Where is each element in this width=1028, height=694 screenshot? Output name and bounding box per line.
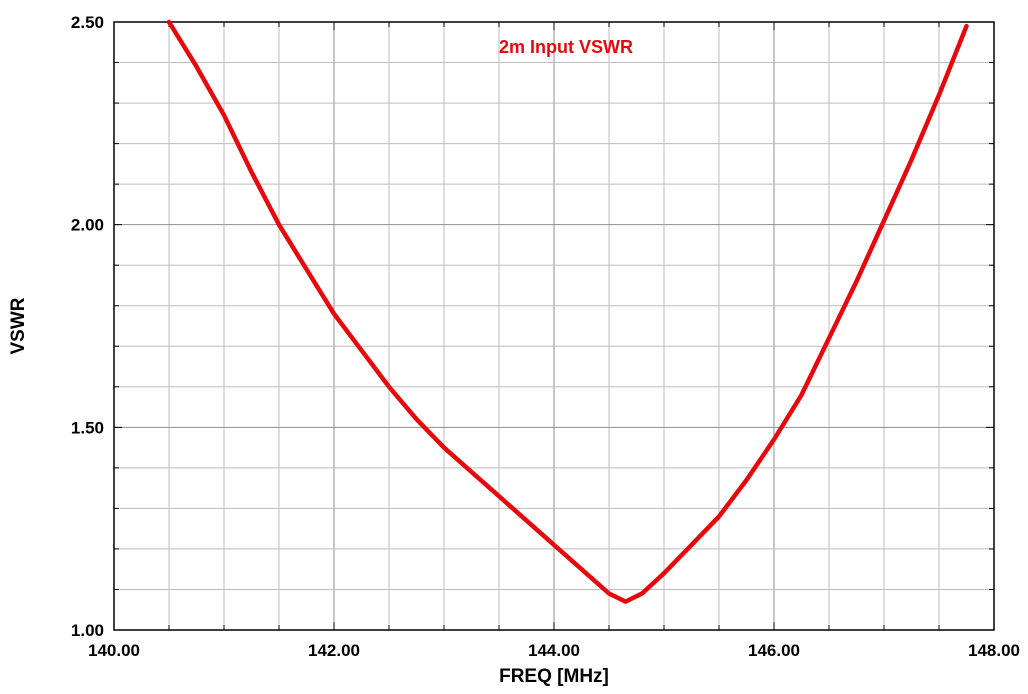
grid [113,21,995,631]
y-tick-labels: 1.00 1.50 2.00 2.50 [71,13,104,640]
y-tick-label: 1.50 [71,418,104,437]
y-axis-label: VSWR [8,297,29,354]
y-tick-label: 2.50 [71,13,104,32]
plot-frame [113,21,995,631]
series-layer [166,19,969,604]
chart-title: 2m Input VSWR [499,37,633,57]
x-axis-label: FREQ [MHz] [499,666,609,687]
x-tick-label: 142.00 [308,641,360,660]
x-tick-label: 146.00 [748,641,800,660]
vswr-series-line [166,19,969,604]
y-tick-label: 1.00 [71,621,104,640]
x-tick-label: 144.00 [528,641,580,660]
x-tick-label: 140.00 [88,641,140,660]
x-tick-labels: 140.00 142.00 144.00 146.00 148.00 [88,641,1020,660]
y-tick-label: 2.00 [71,216,104,235]
x-tick-label: 148.00 [968,641,1020,660]
axis-ticks [113,21,995,631]
